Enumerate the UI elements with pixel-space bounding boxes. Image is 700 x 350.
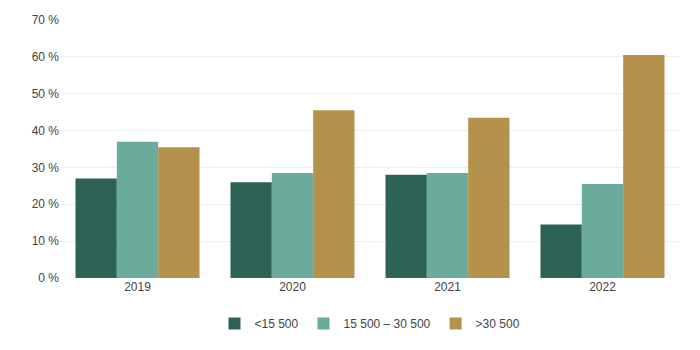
svg-text:<15 500: <15 500 bbox=[255, 317, 299, 331]
svg-text:>30 500: >30 500 bbox=[476, 317, 520, 331]
svg-text:2022: 2022 bbox=[589, 280, 616, 294]
svg-text:20 %: 20 % bbox=[32, 197, 60, 211]
svg-text:10 %: 10 % bbox=[32, 234, 60, 248]
svg-text:50 %: 50 % bbox=[32, 87, 60, 101]
svg-text:2020: 2020 bbox=[279, 280, 306, 294]
svg-text:0 %: 0 % bbox=[38, 271, 59, 285]
svg-text:70 %: 70 % bbox=[32, 13, 60, 27]
svg-text:2021: 2021 bbox=[434, 280, 461, 294]
svg-text:15 500 – 30 500: 15 500 – 30 500 bbox=[344, 317, 431, 331]
svg-text:60 %: 60 % bbox=[32, 50, 60, 64]
svg-text:40 %: 40 % bbox=[32, 124, 60, 138]
svg-text:2019: 2019 bbox=[124, 280, 151, 294]
svg-text:30 %: 30 % bbox=[32, 161, 60, 175]
